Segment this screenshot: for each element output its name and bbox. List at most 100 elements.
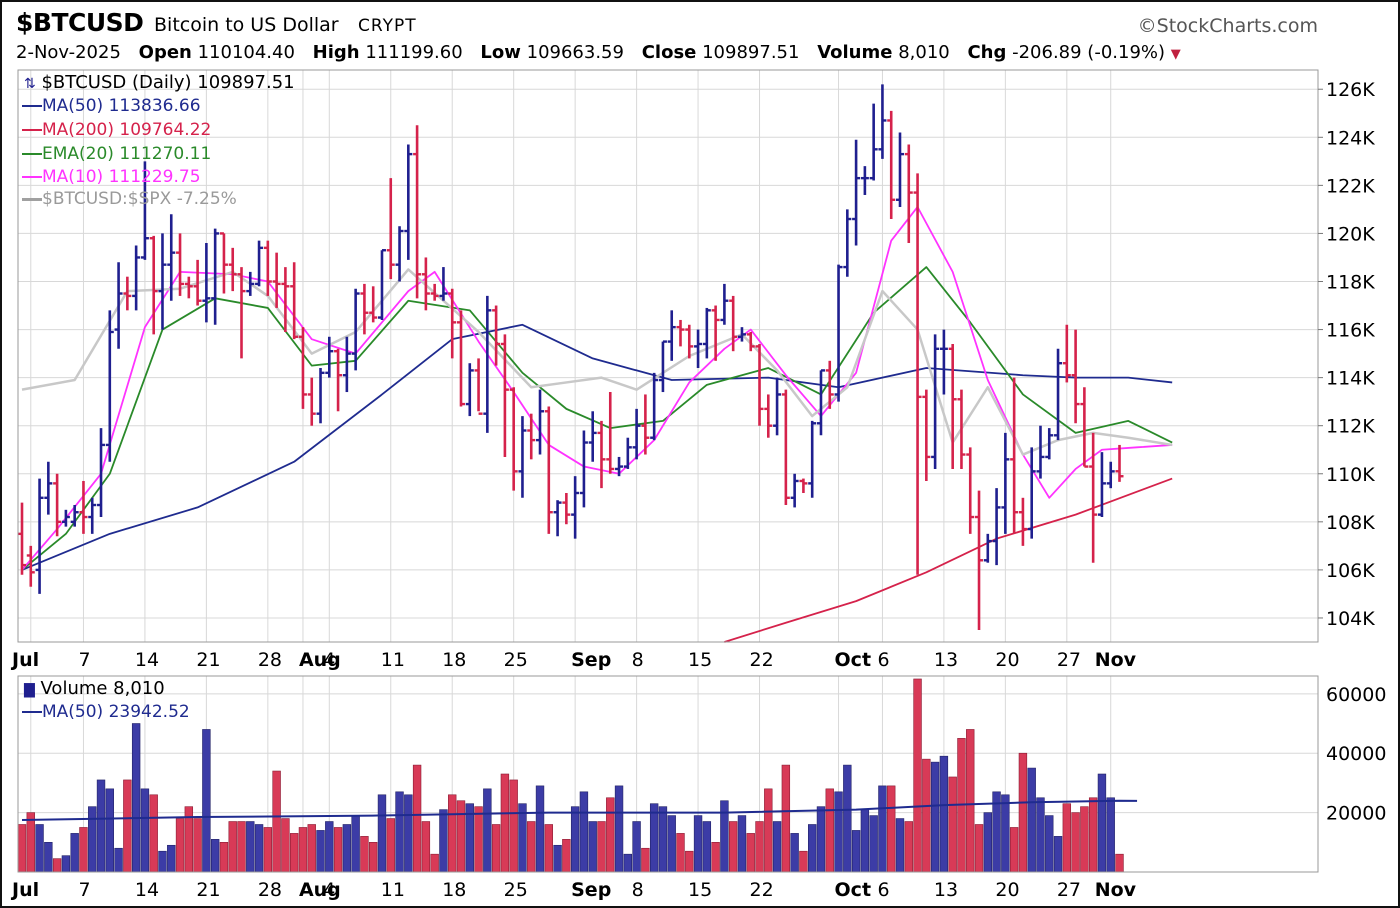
close-label: Close [641,42,697,63]
volume-bar [167,844,176,873]
legend-ma200-label: MA(200) 109764.22 [42,120,212,140]
volume-bar [237,821,246,873]
ohlc-bar [860,166,869,195]
volume-bar [193,818,202,873]
ohlc-bar [421,257,430,311]
legend-ema20: EMA(20) 111270.11 [22,144,211,164]
volume-bar [70,833,79,873]
volume-bar [614,785,624,873]
volume-bar [123,779,132,873]
volume-bar [395,791,404,873]
ohlc-bar [483,295,492,433]
ohlc-bar [729,295,738,352]
ohlc-bar [132,245,141,311]
volume-bar [1045,815,1054,873]
ohlc-bars-icon: ⇅ [24,76,36,92]
ohlc-bar [544,406,553,534]
ohlc-bar [281,267,290,332]
volume-bar [1062,803,1072,873]
ohlc-bar [465,363,474,417]
ohlc-bar [606,392,615,474]
volume-bar [246,821,255,873]
volume-bar [755,821,764,873]
volume-bar [948,776,957,873]
volume-bar [553,844,562,873]
volume-bar [693,815,703,873]
volume-bar [228,821,237,873]
volume-x-tick-label: 21 [196,879,220,901]
volume-bar [1106,797,1115,873]
volume-x-tick-label: Sep [571,879,611,901]
x-tick-label: 14 [135,649,159,671]
volume-bar [737,815,747,873]
ohlc-bar [597,420,606,489]
x-tick-label: 18 [442,649,466,671]
volume-bar [799,850,808,873]
ohlc-bar [35,478,44,594]
legend-ma200: MA(200) 109764.22 [22,120,211,140]
volume-bar [430,853,439,873]
ohlc-bar [377,249,386,320]
ohlc-bar [975,490,984,630]
ohlc-bar [825,360,834,409]
volume-bar [869,815,878,873]
volume-bar [1080,806,1089,873]
ohlc-bar [457,310,465,407]
volume-bar [1071,812,1080,873]
ohlc-bar [702,307,711,359]
ohlc-bar [1106,461,1115,489]
volume-tick-label: 20000 [1326,803,1386,825]
ohlc-bar [105,310,114,462]
volume-bar [175,818,185,873]
ohlc-bar [658,340,667,393]
ohlc-bar [878,84,887,159]
ohlc-bar [1036,425,1045,479]
change-down-icon: ▼ [1170,47,1181,62]
volume-x-tick-label: 13 [934,879,958,901]
ohlc-bar [413,125,422,299]
volume-bar [685,850,694,873]
volume-x-tick-label: Jul [10,879,39,901]
volume-bar [377,794,387,873]
volume-bar [149,794,158,873]
volume-bar [667,815,676,873]
volume-bar [808,824,817,873]
x-tick-label: Sep [571,649,611,671]
volume-bar [720,800,729,873]
volume-bar [860,809,870,873]
volume-bar [105,788,114,873]
ohlc-bar [342,336,351,393]
volume-bar [140,788,150,873]
ohlc-bar [904,144,913,244]
volume-bar [834,791,843,873]
ohlc-bar [307,377,316,426]
volume-bar [895,818,905,873]
legend-vol-ma50-label: MA(50) 23942.52 [42,702,190,722]
volume-bar [632,821,641,873]
ohlc-bar [255,240,264,287]
x-tick-label: Oct [835,649,872,671]
volume-bar [606,797,615,873]
volume-bar [439,809,448,873]
ohlc-bar [167,214,176,301]
ohlc-bar [764,394,773,438]
ohlc-bar [816,369,825,436]
ohlc-bar [184,276,193,299]
volume-bar [527,821,536,873]
ohlc-bar [641,394,650,455]
ohlc-bar [500,334,509,457]
change-value: -206.89 (-0.19%) [1012,42,1166,63]
ohlc-bar [176,233,185,296]
volume-bar [491,824,501,873]
ohlc-bar [518,416,527,498]
volume-bar [281,818,290,873]
volume-bar [974,824,984,873]
volume-bar [404,794,413,873]
volume-x-tick-label: 7 [78,879,90,901]
volume-bar [61,855,71,873]
volume-bar [298,827,308,873]
volume-bar [711,842,720,873]
ohlc-bar [650,372,659,441]
volume-bar [360,836,369,873]
